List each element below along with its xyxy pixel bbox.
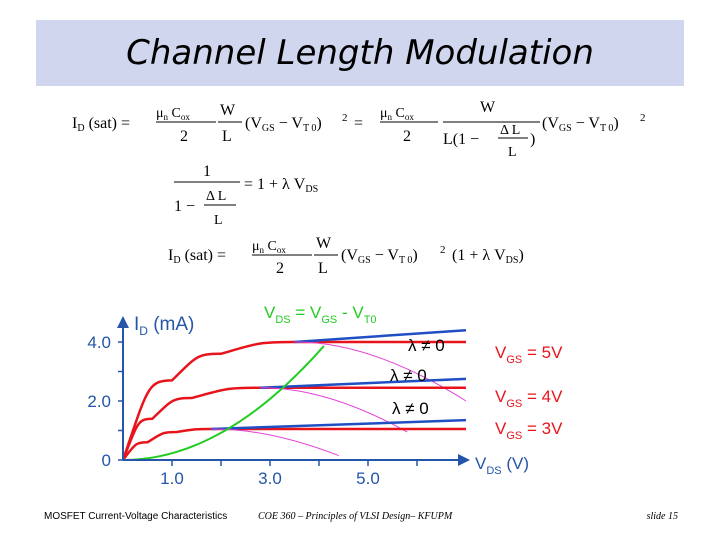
svg-text:2: 2 [180,128,188,145]
svg-text:W: W [316,235,332,252]
svg-text:= 1 + λ VDS: = 1 + λ VDS [244,176,318,195]
svg-text:(VGS − VT 0): (VGS − VT 0) [245,115,322,134]
svg-text:W: W [220,102,236,119]
x-tick-label: 3.0 [258,469,282,488]
svg-text:L: L [214,213,223,228]
x-tick-label: 5.0 [356,469,380,488]
svg-text:(VGS − VT 0): (VGS − VT 0) [542,115,619,134]
x-axis-label: VDS (V) [475,454,529,477]
series-curve-2 [122,427,466,461]
svg-text:L: L [508,145,517,160]
x-axis-arrow [458,454,470,466]
chart-curves [121,328,467,461]
saturation-boundary [122,345,325,461]
svg-text:μn Cox: μn Cox [156,106,190,122]
footer-center: COE 360 – Principles of VLSI Design– KFU… [258,511,453,522]
lambda-label: λ ≠ 0 [390,366,427,385]
x-tick-label: 1.0 [160,469,184,488]
lambda-labels: λ ≠ 0 λ ≠ 0 λ ≠ 0 [390,336,445,418]
y-tick-label: 0 [102,451,111,470]
svg-text:1 −: 1 − [174,198,195,215]
svg-text:Δ L: Δ L [206,189,226,204]
svg-text:μn Cox: μn Cox [380,106,414,122]
lambda-label: λ ≠ 0 [408,336,445,355]
footer-left: MOSFET Current-Voltage Characteristics [44,511,228,522]
lambda-label: λ ≠ 0 [392,399,429,418]
y-axis-arrow [117,316,129,328]
footer-right: slide 15 [646,511,678,522]
svg-text:L: L [222,128,232,145]
svg-text:1: 1 [203,163,211,180]
y-axis-label: ID (mA) [134,314,194,338]
slide-title: Channel Length Modulation [126,33,594,73]
vgs-label-4v: VGS = 4V [495,387,563,410]
svg-text:=: = [354,115,363,132]
iv-chart: 4.0 2.0 0 1.0 3.0 5.0 ID (mA) VDS (V) VDS = V… [87,303,563,488]
series-curve-1 [121,386,466,461]
svg-text:μn Cox: μn Cox [252,239,286,255]
equation-1: ID (sat) = μn Cox 2 W L (VGS − VT 0) 2 =… [72,99,646,160]
svg-text:L(1 −: L(1 − [443,131,479,148]
y-tick-label: 4.0 [87,333,111,352]
equation-3: ID (sat) = μn Cox 2 W L (VGS − VT 0) 2 (… [168,235,524,277]
title-bar: Channel Length Modulation [36,20,684,86]
nonsat-extension-2 [211,428,339,457]
svg-text:): ) [530,131,535,148]
svg-text:2: 2 [342,112,348,124]
svg-text:ID (sat) =: ID (sat) = [168,247,226,266]
svg-text:ID (sat) =: ID (sat) = [72,115,130,134]
svg-text:W: W [480,99,496,116]
equation-2: 1 1 − Δ L L = 1 + λ VDS [174,163,318,228]
axis-ticks: 4.0 2.0 0 1.0 3.0 5.0 [87,333,418,488]
svg-text:(1 + λ VDS): (1 + λ VDS) [452,247,524,266]
svg-text:2: 2 [640,112,646,124]
lambda-line-0 [294,328,467,344]
svg-text:2: 2 [276,260,284,277]
svg-text:2: 2 [440,244,446,256]
lambda-line-2 [211,418,467,431]
vgs-label-5v: VGS = 5V [495,343,563,366]
svg-text:Δ L: Δ L [500,123,520,138]
y-tick-label: 2.0 [87,392,111,411]
vgs-labels: VGS = 5V VGS = 4V VGS = 3V [495,343,563,442]
svg-text:L: L [318,260,328,277]
lambda-line-1 [260,377,467,389]
svg-text:(VGS − VT 0): (VGS − VT 0) [341,247,418,266]
series-curve-0 [121,340,466,461]
saturation-boundary-label: VDS = VGS - VT0 [264,303,377,326]
vgs-label-3v: VGS = 3V [495,419,563,442]
svg-text:2: 2 [403,128,411,145]
